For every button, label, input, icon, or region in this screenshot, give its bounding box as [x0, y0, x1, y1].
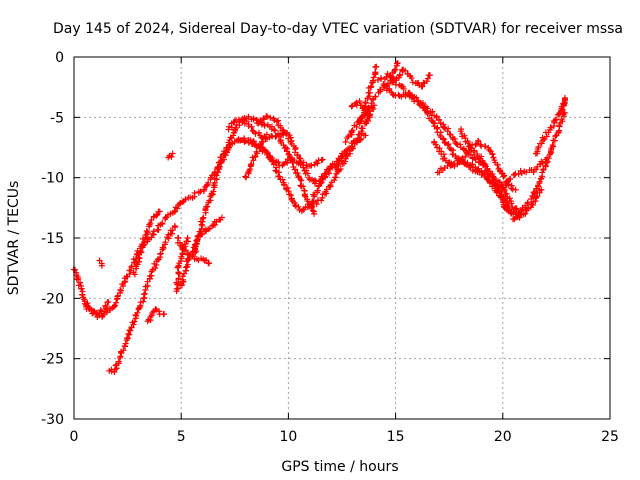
data-point — [349, 128, 355, 134]
series-arc-6 — [145, 306, 167, 324]
data-point — [185, 235, 191, 241]
data-point — [242, 174, 248, 180]
chart-title: Day 145 of 2024, Sidereal Day-to-day VTE… — [53, 21, 623, 37]
y-tick-label: -30 — [41, 412, 64, 428]
y-axis-label: SDTVAR / TECUs — [6, 181, 22, 296]
x-axis-label: GPS time / hours — [281, 459, 398, 475]
data-point — [276, 174, 282, 180]
data-point — [441, 125, 447, 131]
y-tick-label: -5 — [50, 110, 64, 126]
x-tick-label: 10 — [279, 429, 297, 445]
sdtvar-chart: Day 145 of 2024, Sidereal Day-to-day VTE… — [0, 0, 640, 480]
data-point — [199, 221, 205, 227]
data-point — [169, 231, 175, 237]
x-tick-label: 25 — [601, 429, 619, 445]
data-point — [253, 149, 259, 155]
grid — [74, 57, 610, 419]
data-point — [117, 287, 123, 293]
data-point — [206, 260, 212, 266]
y-tick-label: -15 — [41, 231, 64, 247]
y-tick-label: -25 — [41, 352, 64, 368]
y-tick-label: -10 — [41, 171, 64, 187]
data-point — [373, 64, 379, 70]
data-point — [216, 165, 222, 171]
y-tick-label: -20 — [41, 291, 64, 307]
series-arc-29 — [533, 95, 568, 157]
data-point — [320, 157, 326, 163]
series-arc-25 — [435, 156, 545, 220]
data-point — [314, 161, 320, 167]
data-point — [327, 182, 333, 188]
x-tick-label: 5 — [177, 429, 186, 445]
data-point — [141, 291, 147, 297]
data-point — [496, 166, 502, 172]
data-point — [272, 127, 278, 133]
data-point — [161, 311, 167, 317]
x-tick-label: 0 — [70, 429, 79, 445]
data-point — [175, 269, 181, 275]
series-arc-23 — [389, 78, 514, 214]
series-arc-7 — [165, 151, 175, 161]
x-tick-label: 20 — [494, 429, 512, 445]
series-arc-2 — [82, 211, 174, 320]
x-tick-label: 15 — [387, 429, 405, 445]
series-arc-19 — [343, 60, 401, 145]
data-points — [71, 60, 568, 375]
data-point — [308, 162, 314, 168]
series-arc-5 — [97, 257, 105, 268]
data-point — [161, 245, 167, 251]
y-tick-label: 0 — [55, 50, 64, 66]
data-point — [142, 291, 148, 297]
data-point — [250, 128, 256, 134]
axis-ticks: 0 5 10 15 20 25 0 -5 -10 -15 -20 -25 -30 — [41, 50, 619, 445]
data-point — [410, 79, 416, 85]
